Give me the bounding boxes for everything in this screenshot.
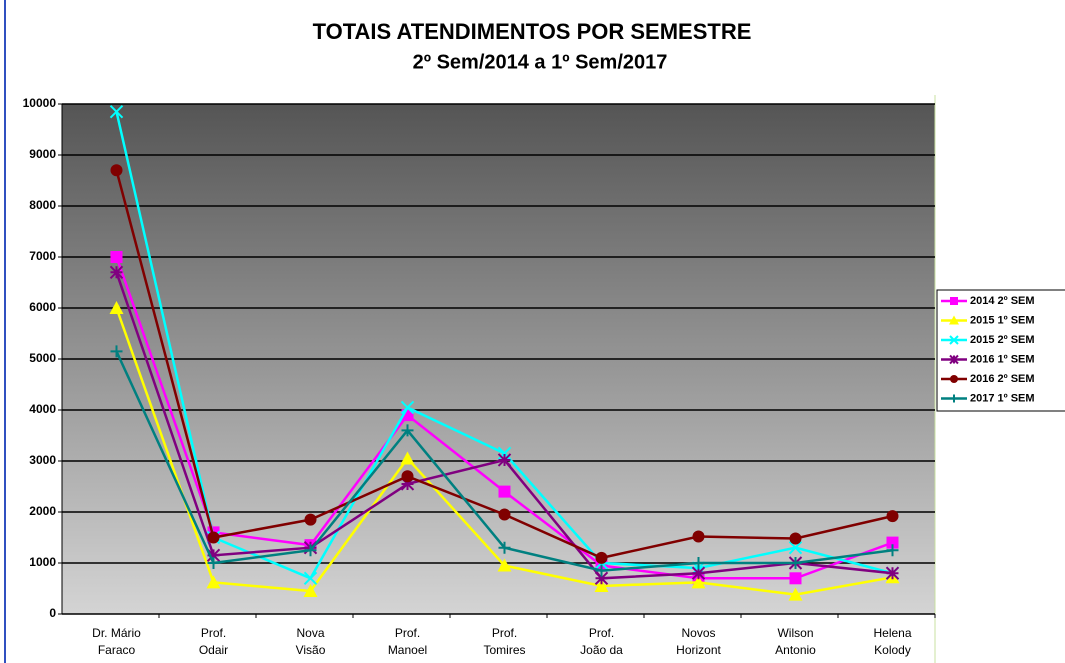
legend-marker: [949, 315, 959, 325]
legend-label: 2015 2º SEM: [970, 334, 1035, 346]
marker: [400, 400, 415, 415]
marker: [595, 551, 608, 564]
marker: [110, 251, 123, 263]
marker: [498, 485, 511, 498]
y-tick-label: 5000: [29, 351, 56, 365]
y-tick-label: 2000: [29, 504, 56, 518]
marker: [788, 540, 803, 555]
legend-marker: [950, 394, 958, 403]
x-tick-label: Novos: [681, 626, 715, 640]
x-tick-label: Odair: [199, 643, 228, 657]
marker: [400, 451, 415, 465]
y-tick-label: 6000: [29, 300, 56, 314]
y-tick-label: 9000: [29, 147, 56, 161]
legend-marker: [950, 375, 958, 383]
marker: [401, 470, 414, 483]
marker: [594, 578, 609, 592]
marker: [497, 558, 512, 572]
x-tick-label: Prof.: [492, 626, 517, 640]
x-tick-label: Faraco: [98, 643, 136, 657]
y-tick-label: 1000: [29, 555, 56, 569]
marker: [788, 587, 803, 601]
marker: [692, 530, 705, 543]
marker: [304, 513, 317, 526]
marker: [109, 301, 124, 314]
x-tick-label: Dr. Mário: [92, 626, 141, 640]
legend-marker: [949, 335, 959, 345]
x-tick-label: Tomires: [483, 643, 525, 657]
marker: [110, 345, 123, 358]
marker: [497, 453, 512, 467]
x-tick-label: Horizont: [676, 643, 721, 657]
marker: [304, 544, 317, 557]
marker: [109, 104, 124, 119]
chart-title: TOTAIS ATENDIMENTOS POR SEMESTRE: [313, 19, 752, 44]
x-tick-label: Antonio: [775, 643, 816, 657]
x-tick-label: Helena: [873, 626, 911, 640]
y-tick-label: 10000: [23, 96, 57, 110]
marker: [885, 566, 900, 580]
marker: [498, 508, 511, 521]
x-tick-label: Prof.: [395, 626, 420, 640]
x-tick-label: Wilson: [777, 626, 813, 640]
marker: [691, 575, 706, 589]
marker: [789, 572, 802, 585]
marker: [594, 571, 609, 586]
legend-box: [936, 289, 1065, 412]
y-tick-label: 8000: [29, 198, 56, 212]
x-tick-label: Prof.: [589, 626, 614, 640]
legend-label: 2014 2º SEM: [970, 295, 1035, 307]
x-tick-label: Prof.: [201, 626, 226, 640]
legend-marker: [949, 354, 959, 365]
y-tick-label: 3000: [29, 453, 56, 467]
y-tick-label: 4000: [29, 402, 56, 416]
marker: [886, 544, 899, 557]
x-tick-label: João da: [580, 643, 623, 657]
x-tick-label: Manoel: [388, 643, 427, 657]
marker: [400, 477, 415, 491]
marker: [401, 424, 414, 437]
marker: [595, 564, 608, 577]
marker: [207, 557, 220, 569]
legend-label: 2015 1º SEM: [970, 314, 1035, 326]
marker: [691, 566, 706, 580]
marker: [789, 557, 802, 569]
marker: [109, 265, 124, 280]
marker: [303, 571, 318, 586]
marker: [206, 575, 221, 589]
x-tick-label: Nova: [296, 626, 324, 640]
legend-label: 2016 2º SEM: [970, 373, 1035, 385]
legend-label: 2017 1º SEM: [970, 392, 1035, 404]
marker: [789, 532, 802, 545]
x-tick-label: Visão: [296, 643, 326, 657]
marker: [207, 531, 220, 544]
marker: [206, 548, 221, 563]
marker: [692, 557, 705, 569]
legend-marker: [950, 297, 958, 305]
y-tick-label: 0: [49, 606, 56, 620]
chart-subtitle: 2º Sem/2014 a 1º Sem/2017: [413, 51, 668, 73]
marker: [886, 510, 899, 523]
x-tick-label: Kolody: [874, 643, 911, 657]
marker: [498, 541, 511, 554]
marker: [886, 536, 899, 549]
marker: [303, 584, 318, 598]
y-tick-label: 7000: [29, 249, 56, 263]
marker: [110, 164, 123, 177]
legend-label: 2016 1º SEM: [970, 353, 1035, 365]
